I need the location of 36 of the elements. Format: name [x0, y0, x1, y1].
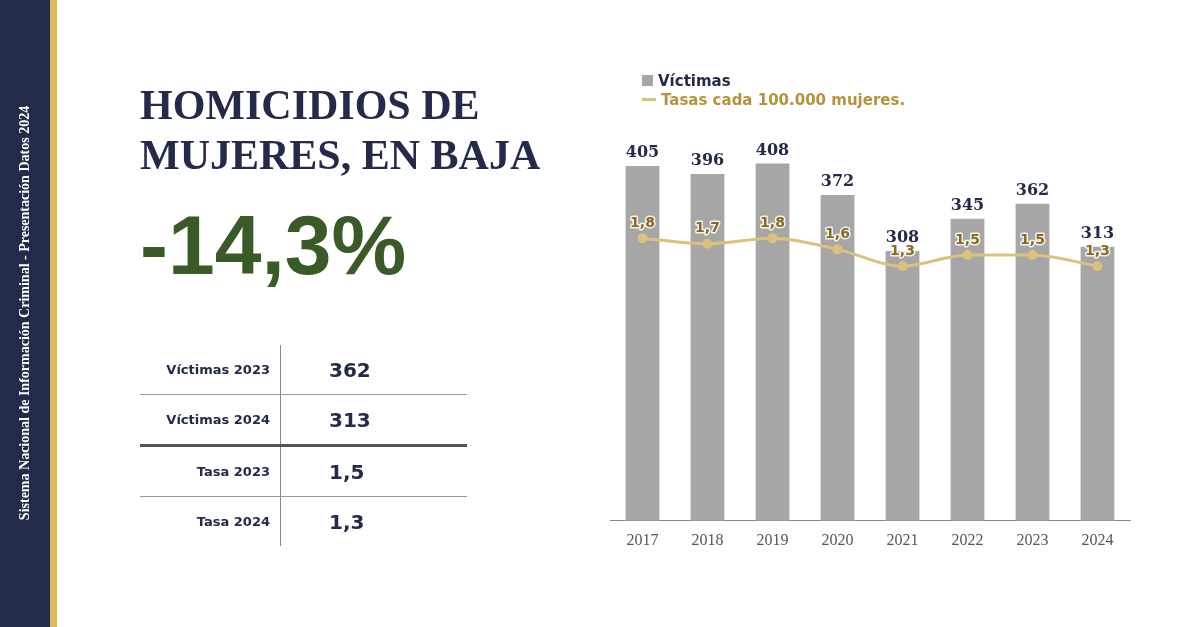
data-label: 1,3	[1085, 241, 1110, 258]
data-label: 1,5	[955, 230, 980, 247]
data-label: 372	[820, 171, 855, 191]
text: -14,3%	[140, 198, 408, 292]
data-label: 1,8	[760, 213, 785, 230]
x-tick-label: 2018	[691, 530, 724, 548]
x-tick-label: 2024	[1081, 530, 1114, 548]
data-label: 1,7	[695, 219, 720, 236]
category-label: Víctimas 2024	[140, 394, 281, 446]
x-tick-label: 2019	[756, 530, 789, 548]
legend-label: Tasas cada 100.000 mujeres.	[661, 91, 906, 109]
category-label: Tasa 2023	[140, 445, 281, 497]
category-label: Tasa 2024	[140, 496, 281, 546]
data-label: 362	[1015, 179, 1050, 199]
x-tick-label: 2020	[821, 530, 854, 548]
data-label: 408	[755, 139, 790, 159]
data-label: 405	[625, 142, 660, 162]
data-label: 1,6	[825, 225, 850, 241]
text: 362	[329, 357, 371, 382]
text: Sistema Nacional de Información Criminal - Presentación Datos 2024	[17, 105, 33, 521]
text: 313	[329, 407, 371, 432]
text: HOMICIDIOS DE MUJERES, EN BAJA	[140, 81, 542, 180]
x-tick-label: 2022	[951, 530, 984, 548]
x-tick-label: 2021	[886, 530, 919, 548]
data-label: 1,3	[890, 241, 915, 258]
legend-label: Víctimas	[658, 72, 731, 90]
x-tick-label: 2017	[626, 530, 659, 548]
text: 1,5	[329, 459, 365, 484]
data-label: 1,5	[1020, 230, 1045, 247]
data-label: 345	[950, 194, 985, 214]
x-tick-label: 2023	[1016, 530, 1049, 548]
data-label: 396	[690, 150, 725, 170]
data-label: 313	[1080, 222, 1115, 242]
category-label: Víctimas 2023	[140, 345, 281, 395]
text: 1,3	[329, 509, 365, 534]
data-label: 1,8	[630, 213, 655, 230]
